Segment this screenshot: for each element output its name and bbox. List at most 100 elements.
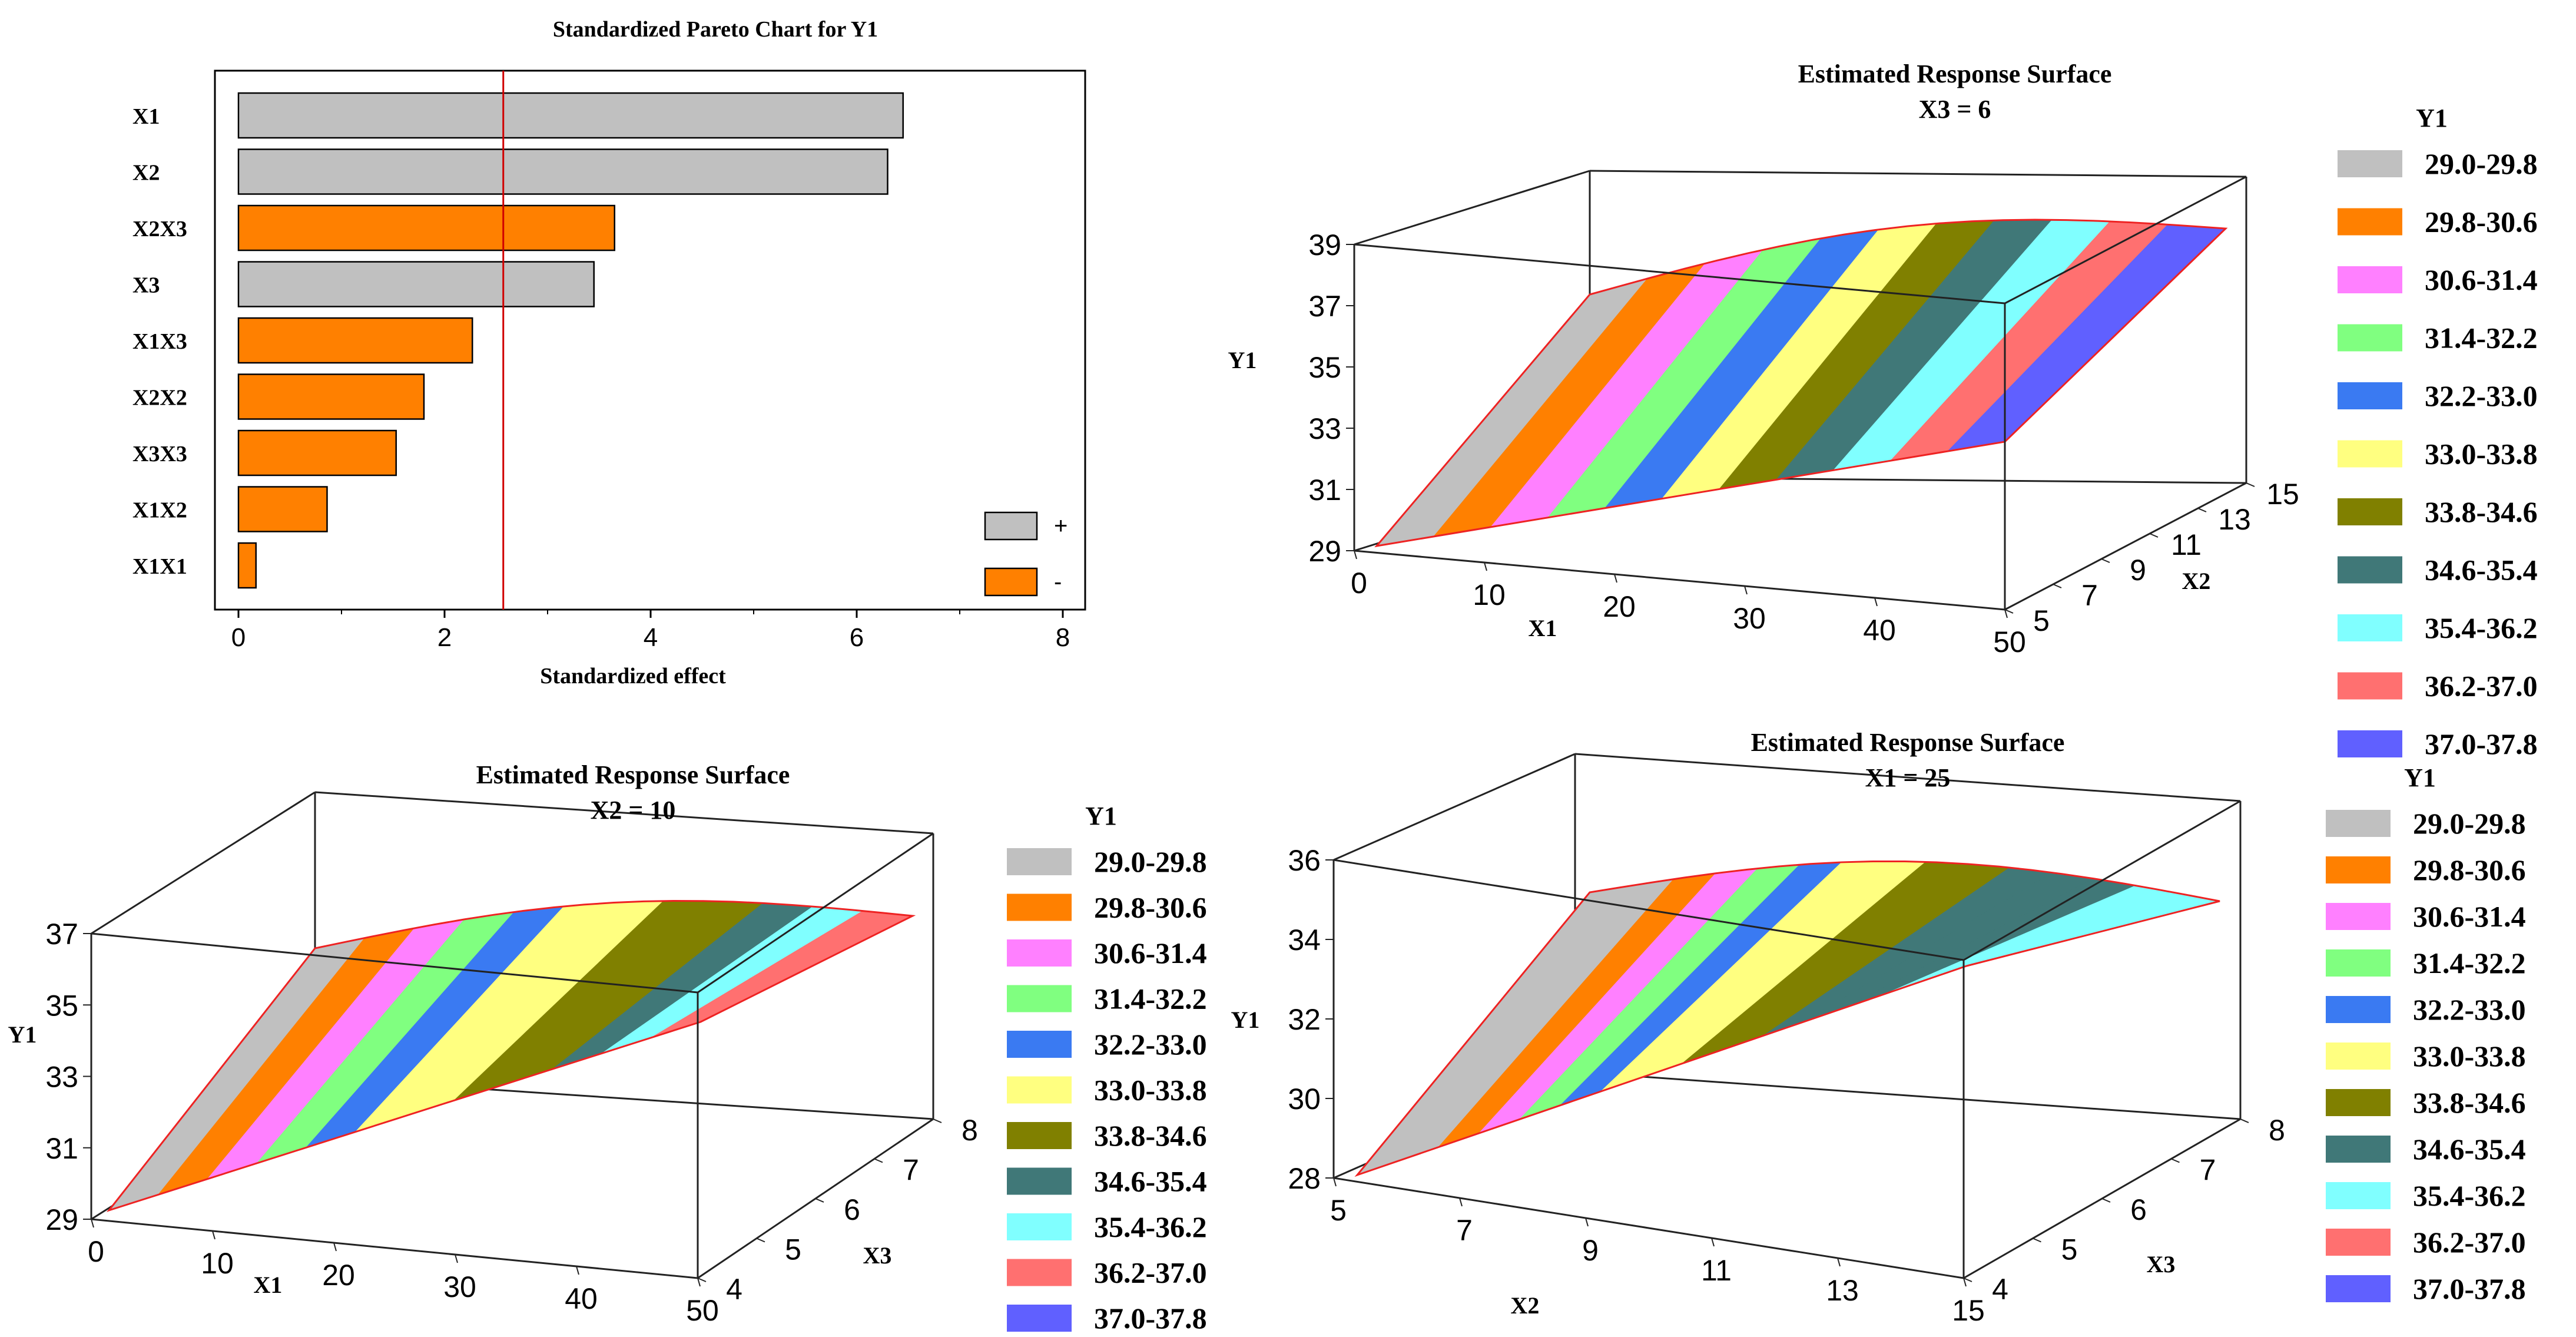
box-left-top-edge	[1333, 753, 1576, 861]
legend-swatch	[2338, 672, 2402, 700]
pareto-title: Standardized Pareto Chart for Y1	[553, 17, 878, 42]
x-tick-mark	[455, 1254, 458, 1263]
x-tick-mark	[1744, 585, 1748, 595]
x-tick-label: 50	[1993, 626, 2026, 658]
y-tick-mark	[2149, 533, 2159, 538]
box-back-bottom-edge	[1574, 1071, 2241, 1120]
z-tick-label: 33	[1308, 412, 1341, 445]
y-tick-mark	[1963, 1278, 1972, 1282]
box-front-top-edge	[91, 932, 698, 994]
x-tick-mark	[212, 1230, 216, 1240]
legend-swatch	[2326, 1136, 2391, 1163]
legend-entry: 30.6-31.4	[1094, 936, 1207, 969]
box-left-top-edge	[1354, 170, 1590, 246]
legend-entry: 31.4-32.2	[1094, 982, 1207, 1015]
category-label: X1X3	[132, 329, 187, 354]
x-tick-label: 15	[1952, 1294, 1985, 1327]
legend-swatch	[2326, 903, 2391, 930]
legend-entry: 29.0-29.8	[2425, 147, 2538, 180]
legend-entry: 36.2-37.0	[2425, 670, 2538, 703]
x-tick-label: 2	[437, 623, 452, 652]
z-tick-label: 31	[1308, 474, 1341, 507]
category-label: X1	[132, 104, 160, 129]
z-tick-label: 35	[1308, 351, 1341, 384]
x-tick-label: 40	[565, 1282, 598, 1315]
legend-entry: 34.6-35.4	[2413, 1133, 2526, 1166]
legend-swatch	[2338, 498, 2402, 525]
z-axis-label: Y1	[8, 1021, 37, 1048]
y-axis-label: X2	[2182, 568, 2211, 594]
y-tick-mark	[697, 1278, 707, 1282]
box-right-top-edge	[1963, 800, 2241, 961]
surface-chart-x1: 5 7 9 11 13 15 X2 4 5 6 7 8 X3 28 30 32 34 36 Y1 Estimated …	[1231, 728, 2526, 1327]
bar-x2x3	[237, 204, 615, 251]
x-tick-label: 6	[850, 623, 864, 652]
legend-entry: 33.8-34.6	[2413, 1086, 2526, 1119]
surface-subtitle: X3 = 6	[1919, 95, 1991, 124]
y-tick-label: 9	[2130, 554, 2146, 587]
z-tick-label: 33	[45, 1061, 78, 1094]
bar-x3x3	[237, 429, 397, 476]
surface-outline	[106, 899, 916, 1212]
x-tick-mark	[91, 1219, 94, 1228]
box-front-bottom-edge	[91, 1218, 698, 1279]
z-tick-label: 30	[1288, 1083, 1321, 1116]
x-tick-label: 4	[644, 623, 658, 652]
category-label: X1X2	[132, 498, 187, 523]
category-label: X1X1	[132, 554, 187, 579]
y-tick-label: 8	[962, 1114, 978, 1147]
legend-entry: 35.4-36.2	[2425, 611, 2538, 644]
y-tick-label: 5	[785, 1233, 801, 1266]
legend-swatch	[2338, 382, 2402, 409]
z-tick-label: 37	[1308, 290, 1341, 323]
legend-swatch	[1007, 893, 1072, 921]
z-axis-label: Y1	[1231, 1007, 1260, 1033]
y-tick-label: 11	[2171, 528, 2202, 561]
bar-x1x3	[237, 317, 473, 364]
legend-swatch	[1007, 1031, 1072, 1058]
y-tick-mark	[2033, 1237, 2041, 1243]
legend-swatch	[2338, 440, 2402, 468]
surface-chart-x3: 0 10 20 30 40 50 X1 579 11 13 15 X2 29 31 33 35 37 39 Y1 Es…	[1228, 59, 2538, 760]
x-tick-mark	[1585, 1217, 1589, 1227]
y-tick-label: 4	[1992, 1273, 2008, 1306]
legend-entry: 36.2-37.0	[1094, 1256, 1207, 1289]
y-tick-label: 6	[844, 1193, 860, 1226]
x-tick-mark	[1354, 550, 1357, 560]
legend-entry: 34.6-35.4	[1094, 1165, 1207, 1198]
y-tick-label: 7	[2200, 1154, 2216, 1187]
y-tick-mark	[2004, 609, 2014, 614]
legend-swatch	[2326, 1089, 2391, 1116]
x-tick-label: 5	[1330, 1194, 1347, 1227]
x-tick-mark	[1614, 574, 1617, 583]
surface-title: Estimated Response Surface	[476, 760, 790, 789]
surface-title: Estimated Response Surface	[1798, 59, 2112, 88]
z-tick-label: 32	[1288, 1003, 1321, 1036]
bar-x2x2	[237, 373, 425, 420]
y-tick-mark	[2053, 584, 2062, 588]
x-tick-mark	[1963, 1278, 1967, 1287]
z-tick-label: 35	[45, 989, 78, 1022]
box-front-top-edge	[1354, 243, 2005, 305]
y-tick-mark	[933, 1118, 942, 1123]
legend-swatch	[1007, 848, 1072, 875]
surface-subtitle: X2 = 10	[591, 796, 676, 825]
x-tick-label: 10	[201, 1247, 234, 1280]
box-back-top-edge	[1574, 753, 2241, 802]
x-tick-label: 0	[1351, 567, 1367, 600]
y-tick-mark	[2240, 1118, 2249, 1123]
y-tick-mark	[2197, 508, 2207, 512]
x-axis-label: Standardized effect	[540, 664, 726, 689]
y-tick-mark	[2171, 1158, 2180, 1163]
box-front-top-edge	[1333, 859, 1964, 961]
legend-swatch	[984, 511, 1038, 541]
surface-title: Estimated Response Surface	[1751, 728, 2065, 757]
z-tick-label: 37	[45, 918, 78, 951]
y-tick-mark	[815, 1198, 824, 1203]
y-tick-mark	[756, 1237, 765, 1243]
z-tick-label: 29	[1308, 535, 1341, 568]
x-tick-label: 50	[686, 1294, 719, 1327]
box-left-top-edge	[91, 791, 316, 935]
legend-swatch	[984, 567, 1038, 597]
legend-entry: 30.6-31.4	[2413, 900, 2526, 933]
